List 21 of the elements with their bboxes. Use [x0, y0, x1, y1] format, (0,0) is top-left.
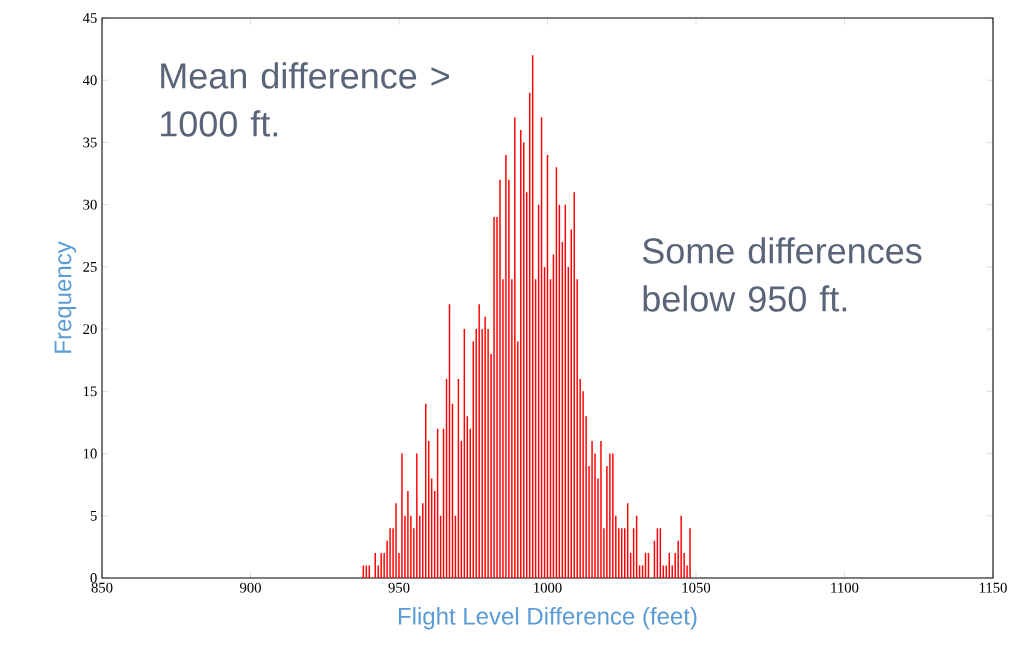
y-tick-label: 5	[90, 510, 97, 521]
y-tick-label: 25	[83, 261, 97, 272]
y-tick-label: 0	[90, 573, 97, 583]
x-tick-label: 1050	[682, 582, 711, 593]
y-tick-label: 40	[82, 75, 97, 86]
annotation: Mean difference > 1000 ft.	[161, 62, 449, 137]
y-tick-label: 35	[83, 137, 97, 148]
y-tick-label: 15	[83, 386, 97, 397]
x-axis-title: Flight Level Difference (feet)	[398, 607, 697, 630]
y-tick-label: 20	[83, 324, 97, 335]
x-tick-label: 1150	[979, 582, 1007, 593]
x-tick-label: 850	[91, 582, 113, 593]
x-tick-label: 950	[388, 582, 410, 593]
y-tick-label: 30	[83, 199, 97, 210]
x-tick-label: 1100	[831, 582, 859, 593]
annotation: Some differences below 950 ft.	[642, 237, 922, 312]
x-tick-label: 1000	[534, 582, 562, 593]
y-axis-title: Frequency	[54, 241, 77, 353]
x-tick-label: 900	[239, 582, 261, 593]
y-tick-label: 45	[82, 13, 97, 23]
y-tick-label: 10	[83, 448, 97, 459]
